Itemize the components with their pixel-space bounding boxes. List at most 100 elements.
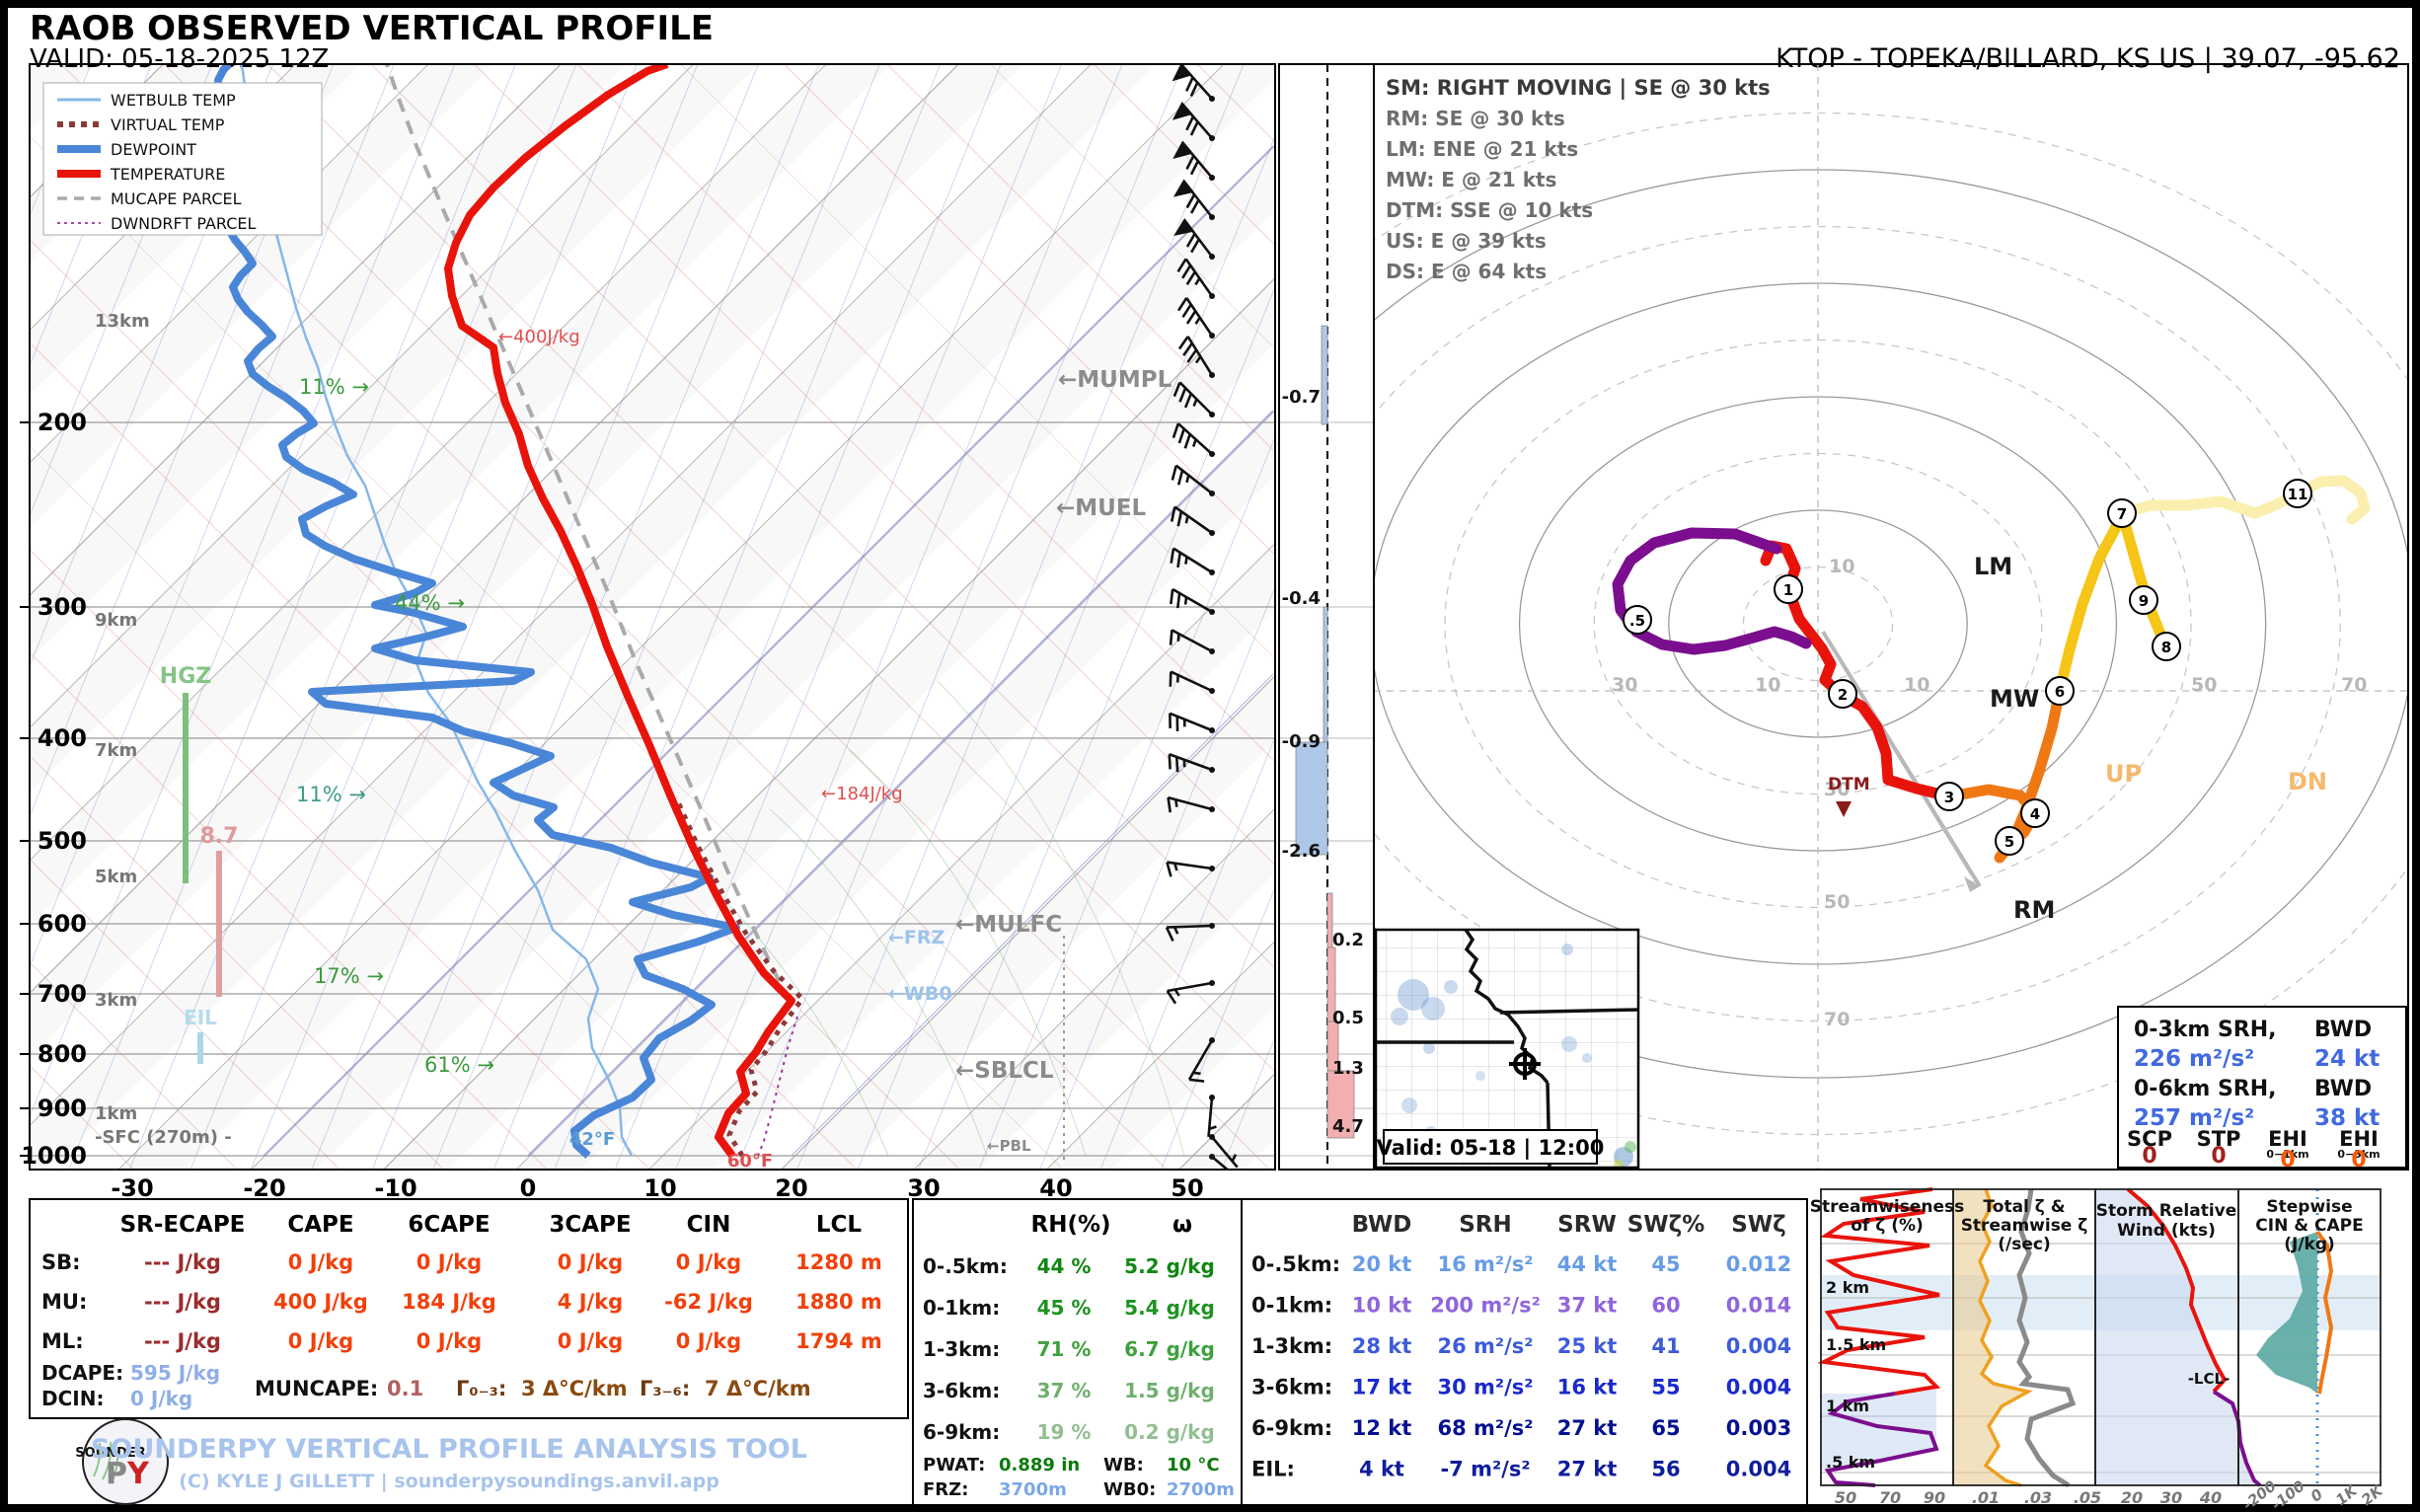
stp-label: STP — [2197, 1127, 2241, 1151]
table-cell: 56 — [1651, 1458, 1680, 1481]
omega-value: -0.7 — [1282, 387, 1321, 408]
legend-label: DEWPOINT — [111, 140, 196, 159]
srw-line-upper — [2126, 1187, 2228, 1394]
table-cell: 0.004 — [1726, 1334, 1791, 1358]
srh3-label: 0-3km SRH, — [2134, 1018, 2277, 1042]
temp-tick-label: 10 — [643, 1174, 676, 1202]
hodograph-ring — [1742, 566, 1894, 682]
wind-barb-dot — [1209, 491, 1215, 496]
srh6-label: 0-6km SRH, — [2134, 1077, 2277, 1101]
height-label: 1km — [95, 1103, 137, 1124]
table-cell: 37 kt — [1557, 1294, 1618, 1318]
table-cell: --- J/kg — [144, 1250, 221, 1274]
table-row-label: MU: — [41, 1290, 87, 1314]
stepwise-cin-area — [2256, 1232, 2317, 1394]
wind-barb-dot — [1209, 135, 1215, 141]
table-row-label: ML: — [41, 1329, 84, 1353]
table-cell: 0.012 — [1726, 1252, 1791, 1276]
table-cell: 0 J/kg — [288, 1250, 353, 1274]
table-row-label: 0-.5km: — [1251, 1252, 1340, 1276]
streamwise-zeta-line — [1978, 1188, 2033, 1487]
table-cell: 37 % — [1037, 1379, 1092, 1402]
muncape-value: 0.1 — [387, 1377, 423, 1400]
level-label: ←MUMPL — [1058, 367, 1172, 393]
storm-motion-line: RM: SE @ 30 kts — [1386, 107, 1565, 130]
scp-label: SCP — [2127, 1127, 2172, 1151]
branding-line1: SOUNDERPY VERTICAL PROFILE ANALYSIS TOOL — [91, 1434, 807, 1465]
wind-barb — [1165, 505, 1214, 546]
dcin-label: DCIN: — [41, 1387, 104, 1410]
table-cell: -62 J/kg — [664, 1290, 753, 1314]
table-cell: 6.7 g/kg — [1124, 1337, 1215, 1361]
legend-label: WETBULB TEMP — [111, 91, 236, 110]
thermo-table-border — [29, 1198, 909, 1419]
mini-panel-height-labels: 2 km 1.5 km 1 km .5 km — [1826, 1278, 1886, 1472]
pressure-tick-label: 300 — [38, 593, 87, 621]
table-cell: 44 % — [1037, 1254, 1092, 1278]
bwd3-value: 24 kt — [2314, 1046, 2380, 1072]
storm-motion-line: MW: E @ 21 kts — [1386, 168, 1556, 191]
wind-barb-dot — [1209, 372, 1215, 378]
wind-barb-dot — [1209, 175, 1215, 181]
streamwiseness-line-lower — [1824, 1392, 1939, 1487]
motion-label: DN — [2288, 768, 2327, 795]
ring-label: 50 — [1824, 891, 1850, 913]
table-cell: 16 kt — [1557, 1376, 1618, 1399]
hodograph-ring — [1374, 113, 2408, 1135]
rh-annotation: 11% → — [296, 783, 366, 806]
srw-fill — [2095, 1189, 2260, 1485]
scp-value: 0 — [2142, 1144, 2156, 1169]
kinematics-table-rows: 0-.5km: 20 kt 16 m²/s² 44 kt 45 0.012 0-1km: 10… — [1251, 1252, 1791, 1481]
wind-barb-dot — [1209, 293, 1215, 299]
logo-text-y: Y — [126, 1457, 150, 1491]
mini-height-label: 2 km — [1826, 1278, 1869, 1297]
height-marker — [1828, 679, 1857, 709]
wind-barb-dot — [1209, 866, 1215, 871]
table-cell: 68 m²/s² — [1438, 1416, 1534, 1440]
pwat-value: 0.889 in — [999, 1455, 1080, 1475]
wind-barb-dot — [1209, 688, 1215, 694]
mini-tick-label: 40 — [2199, 1488, 2222, 1507]
mini-tick-label: 30 — [2160, 1488, 2182, 1507]
height-marker — [1995, 826, 2024, 856]
ring-label: 70 — [2341, 674, 2367, 696]
ring-label: 10 — [1904, 674, 1929, 696]
wind-barb-dot — [1209, 923, 1215, 929]
ehi3-sub: 0−3km — [2337, 1148, 2380, 1161]
wind-barb — [1207, 1096, 1221, 1139]
omega-value: -2.6 — [1282, 841, 1321, 862]
moisture-extras: PWAT: 0.889 in WB: 10 °C FRZ: 3700m WB0:… — [923, 1455, 1235, 1500]
hodograph-rings — [1374, 113, 2408, 1135]
panel-title: Streamwise ζ — [1961, 1216, 2088, 1236]
table-cell: --- J/kg — [144, 1329, 221, 1353]
motion-label: LM — [1974, 553, 2012, 580]
thermo-table-rows: SB: --- J/kg 0 J/kg 0 J/kg 0 J/kg 0 J/kg 1280 … — [41, 1250, 882, 1353]
omega-header: ω — [1172, 1212, 1192, 1238]
height-marker — [2020, 798, 2050, 828]
stepwise-cape-line — [2315, 1230, 2334, 1395]
wind-barb — [1172, 258, 1214, 306]
col-header: CAPE — [287, 1212, 353, 1238]
height-marker-label: .5 — [1629, 612, 1645, 630]
streamwiseness-fill — [1821, 1387, 1936, 1471]
table-cell: 30 m²/s² — [1438, 1376, 1534, 1399]
table-row-label: 0-1km: — [923, 1296, 1000, 1320]
omega-value: -0.4 — [1282, 588, 1321, 609]
wind-barb-dot — [1209, 333, 1215, 339]
col-header: BWD — [1352, 1212, 1412, 1238]
wb-label: WB: — [1103, 1455, 1144, 1475]
pressure-axis-labels: 200 300 400 500 600 700 800 900 1000 — [20, 409, 87, 1170]
height-marker — [2283, 479, 2312, 508]
wind-barb — [1163, 795, 1214, 824]
hodograph-height-markers: .5 1 2 3 45 6 7 9 8 11 — [1623, 479, 2312, 856]
omega-value: 1.3 — [1332, 1058, 1364, 1079]
table-cell: 0 J/kg — [416, 1329, 482, 1353]
motion-label: RM — [2013, 896, 2055, 924]
omega-value-labels: -0.7 -0.4 -0.9 -2.6 0.2 0.5 1.3 4.7 — [1282, 387, 1364, 1137]
temp-tick-label: 30 — [907, 1174, 940, 1202]
temp-tick-label: 50 — [1171, 1174, 1203, 1202]
table-cell: 45 % — [1037, 1296, 1092, 1320]
omega-bars — [1295, 325, 1355, 1139]
mini-tick-label: .01 — [1972, 1488, 2000, 1507]
ehi1-value: 0 — [2280, 1148, 2295, 1172]
